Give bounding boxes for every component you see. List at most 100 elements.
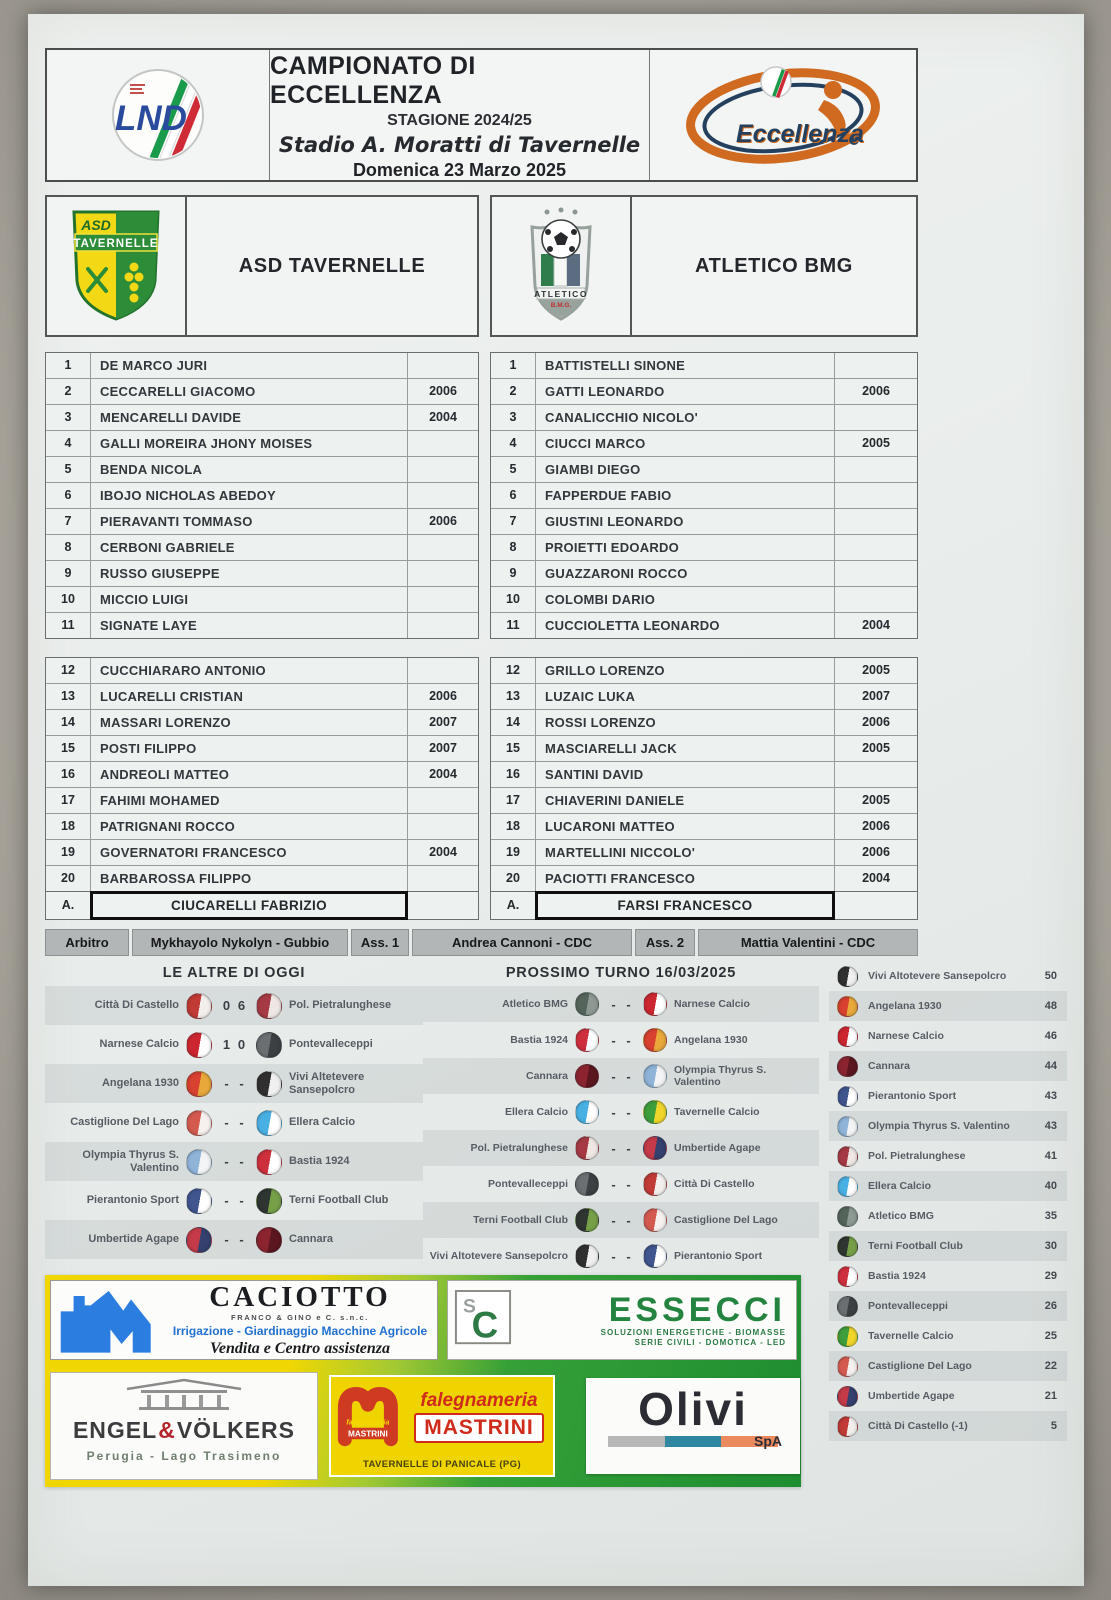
mastrini-ad: falegnameria MASTRINI falegnameria MASTR… [329, 1375, 555, 1477]
player-name: GATTI LEONARDO [545, 384, 665, 399]
player-row: 10 COLOMBI DARIO [491, 586, 917, 612]
player-row: 16 SANTINI DAVID [491, 761, 917, 787]
away-score: - [239, 1232, 244, 1247]
standings-row: Atletico BMG 35 [829, 1201, 1067, 1231]
away-club-logo [643, 1100, 667, 1124]
away-club-name: Castiglione Del Lago [674, 1213, 778, 1226]
player-number: 17 [491, 788, 536, 813]
club-points: 43 [1044, 1120, 1057, 1132]
player-row: 17 FAHIMI MOHAMED [46, 787, 478, 813]
away-roster: 1 BATTISTELLI SINONE 2 GATTI LEONARDO 20… [490, 352, 918, 920]
crest-asd-label: ASD [80, 217, 111, 233]
player-year [834, 483, 917, 508]
away-club-name: Bastia 1924 [289, 1155, 350, 1168]
player-row: 13 LUCARELLI CRISTIAN 2006 [46, 683, 478, 709]
club-points: 35 [1044, 1210, 1057, 1222]
player-row: 3 CANALICCHIO NICOLO' [491, 404, 917, 430]
home-score: 0 [222, 998, 231, 1013]
home-team-box: ASD TAVERNELLE ASD TAVERNELLE [45, 195, 479, 337]
essecci-line1: SOLUZIONI ENERGETICHE - BIOMASSE [600, 1328, 786, 1337]
season-line: STAGIONE 2024/25 [387, 111, 532, 129]
player-name: PROIETTI EDOARDO [545, 540, 680, 555]
player-name: SIGNATE LAYE [100, 618, 197, 633]
essecci-line2: SERIE CIVILI - DOMOTICA - LED [634, 1338, 786, 1347]
player-row: 4 GALLI MOREIRA JHONY MOISES [46, 430, 478, 456]
club-points: 21 [1044, 1390, 1057, 1402]
essecci-logo-s: S [463, 1296, 476, 1317]
essecci-logo-c: C [472, 1304, 499, 1345]
home-club-name: Bastia 1924 [510, 1033, 568, 1046]
away-club-name: Tavernelle Calcio [674, 1105, 760, 1118]
home-score: - [611, 1248, 616, 1264]
mastrini-logo-title: falegnameria [346, 1419, 389, 1426]
home-club-logo [186, 1031, 212, 1058]
coach-label: A. [46, 892, 91, 919]
assistant1-name: Andrea Cannoni - CDC [412, 929, 632, 956]
paper-sheet: LND CAMPIONATO DI ECCELLENZA STAGIONE 20… [28, 14, 1084, 1586]
player-year: 2004 [834, 613, 917, 638]
standings-row: Narnese Calcio 46 [829, 1021, 1067, 1051]
today-results-title: LE ALTRE DI OGGI [162, 965, 306, 981]
player-name: MARTELLINI NICCOLO' [545, 845, 696, 860]
match-row: Vivi Altotevere Sansepolcro - - Pieranto… [423, 1238, 819, 1274]
player-name: BENDA NICOLA [100, 462, 203, 477]
away-score: - [239, 1076, 244, 1091]
player-number: 19 [491, 840, 536, 865]
away-club-logo [256, 1187, 282, 1214]
home-score: - [611, 1032, 616, 1048]
player-row: 12 GRILLO LORENZO 2005 [491, 658, 917, 683]
mastrini-name: MASTRINI [414, 1412, 544, 1443]
match-row: Pontevalleceppi - - Città Di Castello [423, 1166, 819, 1202]
away-score: - [626, 1068, 631, 1084]
player-name: ROSSI LORENZO [545, 715, 656, 730]
home-club-name: Pontevalleceppi [488, 1177, 568, 1190]
sponsor-banner: CACIOTTO FRANCO & GINO e C. s.n.c. Irrig… [45, 1275, 801, 1487]
player-name: PATRIGNANI ROCCO [100, 819, 235, 834]
player-row: 2 GATTI LEONARDO 2006 [491, 378, 917, 404]
home-starters-table: 1 DE MARCO JURI 2 CECCARELLI GIACOMO 200… [45, 352, 479, 639]
atletico-bmg-crest: ATLETICO B.M.G. [530, 207, 592, 321]
match-row: Pierantonio Sport - - Terni Football Clu… [45, 1181, 423, 1220]
club-points: 40 [1044, 1180, 1057, 1192]
player-row: 20 PACIOTTI FRANCESCO 2004 [491, 865, 917, 891]
match-row: Cannara - - Olympia Thyrus S. Valentino [423, 1058, 819, 1094]
player-row: 19 MARTELLINI NICCOLO' 2006 [491, 839, 917, 865]
player-year: 2006 [407, 509, 478, 534]
player-year [407, 587, 478, 612]
home-club-logo [575, 1244, 599, 1268]
player-number: 8 [491, 535, 536, 560]
away-club-name: Narnese Calcio [674, 997, 750, 1010]
club-logo [837, 1355, 858, 1377]
home-score: - [224, 1232, 229, 1247]
player-name: CUCCIOLETTA LEONARDO [545, 618, 720, 633]
next-round-title: PROSSIMO TURNO 16/03/2025 [505, 965, 737, 981]
standings-row: Castiglione Del Lago 22 [829, 1351, 1067, 1381]
player-year: 2006 [834, 379, 917, 404]
player-number: 7 [46, 509, 91, 534]
player-number: 20 [46, 866, 91, 891]
player-name: RUSSO GIUSEPPE [100, 566, 220, 581]
player-row: 1 BATTISTELLI SINONE [491, 353, 917, 378]
tavernelle-crest: ASD TAVERNELLE [72, 210, 160, 321]
club-points: 22 [1044, 1360, 1057, 1372]
home-club-name: Narnese Calcio [99, 1038, 179, 1051]
away-club-name: Pierantonio Sport [674, 1249, 763, 1262]
home-club-name: Umbertide Agape [88, 1233, 179, 1246]
essecci-name: ESSECCI [608, 1291, 786, 1329]
player-row: 6 IBOJO NICHOLAS ABEDOY [46, 482, 478, 508]
player-name: FAPPERDUE FABIO [545, 488, 672, 503]
player-name: GUAZZARONI ROCCO [545, 566, 688, 581]
player-number: 1 [46, 353, 91, 378]
player-number: 4 [46, 431, 91, 456]
player-row: 15 MASCIARELLI JACK 2005 [491, 735, 917, 761]
header-title-cell: CAMPIONATO DI ECCELLENZA STAGIONE 2024/2… [270, 50, 650, 180]
club-logo [837, 1175, 858, 1197]
away-starters-table: 1 BATTISTELLI SINONE 2 GATTI LEONARDO 20… [490, 352, 918, 639]
lnd-logo-cell: LND [47, 50, 270, 180]
club-name: Narnese Calcio [868, 1030, 944, 1042]
away-score: - [626, 1212, 631, 1228]
player-number: 5 [491, 457, 536, 482]
player-name: CIUCCI MARCO [545, 436, 646, 451]
home-score: - [611, 1176, 616, 1192]
